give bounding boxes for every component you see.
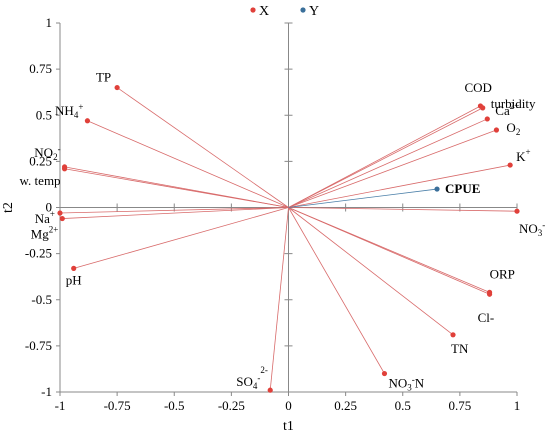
point-label: Cl- (478, 310, 495, 325)
loading-line (288, 107, 483, 208)
loading-line (73, 207, 289, 269)
loading-point (486, 291, 493, 297)
point-label: NO2- (34, 144, 60, 162)
loading-line (269, 207, 289, 391)
point-label: w. temp (20, 173, 61, 188)
x-tick-label: -0.25 (218, 398, 245, 413)
loading-point (84, 118, 91, 124)
x-axis-title: t1 (283, 419, 294, 434)
point-label: pH (66, 272, 82, 287)
y-tick-label: 0.75 (29, 61, 52, 76)
y-tick-label: 0.25 (29, 153, 52, 168)
loading-point (493, 127, 500, 133)
x-tick-label: 0 (285, 398, 292, 413)
loading-point (57, 210, 63, 216)
loading-line (87, 120, 289, 208)
point-label: CPUE (445, 181, 480, 196)
x-tick-label: 1 (514, 398, 521, 413)
loading-line (288, 118, 488, 208)
point-label: NH4+ (55, 102, 83, 120)
point-label: ORP (490, 266, 515, 281)
point-label: O2 (506, 120, 520, 137)
loading-point (71, 265, 77, 271)
point-label: Mg2+ (31, 225, 59, 242)
y-tick-label: -0.75 (25, 338, 52, 353)
legend-entry: Y (309, 4, 319, 19)
y-tick-label: -1 (41, 384, 52, 399)
loading-point (450, 332, 456, 338)
x-tick-label: 0.75 (449, 398, 472, 413)
loading-line (59, 207, 289, 214)
y-tick-label: 1 (46, 15, 53, 30)
loading-point (484, 116, 490, 122)
legend-marker (300, 7, 306, 13)
loading-point (480, 105, 486, 111)
point-label: turbidity (491, 96, 536, 111)
y-tick-label: 0 (46, 200, 53, 215)
x-tick-label: -0.75 (104, 398, 131, 413)
loading-lines (59, 87, 518, 391)
loading-point (114, 84, 120, 91)
loading-line (288, 207, 454, 336)
point-label: K+ (516, 147, 530, 164)
x-tick-label: 0.5 (395, 398, 411, 413)
y-axis-ticks: -1 -0.75 -0.5 -0.25 0 0.25 0.5 0.75 1 (25, 15, 293, 399)
point-label: COD (464, 80, 491, 95)
loading-points (57, 84, 520, 393)
loading-line (62, 207, 289, 219)
loading-point (267, 387, 273, 393)
loading-line (116, 87, 289, 208)
loading-point (507, 162, 513, 168)
point-label: SO4-2- (236, 365, 268, 391)
y-axis-title: t2 (1, 202, 16, 213)
x-tick-label: -1 (55, 398, 66, 413)
loading-point (434, 186, 440, 192)
y-tick-label: 0.5 (36, 107, 52, 122)
loading-line (288, 105, 481, 208)
point-label: NO3- (519, 220, 545, 238)
loading-point (381, 370, 388, 377)
loading-point (59, 215, 65, 222)
x-axis-ticks: -1 -0.75 -0.5 -0.25 0 0.25 0.5 0.75 1 (55, 203, 521, 413)
loading-line (288, 207, 385, 374)
x-tick-label: -0.5 (164, 398, 185, 413)
point-label: Na+ (35, 209, 55, 226)
loading-line (288, 188, 438, 208)
loading-line (64, 168, 289, 208)
loading-line (288, 164, 511, 208)
loading-line (288, 207, 490, 295)
point-label: NO3-N (388, 375, 424, 393)
loading-line (288, 129, 497, 208)
legend-entry: X (259, 4, 269, 19)
x-tick-label: 0.25 (334, 398, 357, 413)
point-label: TN (451, 341, 469, 356)
point-label: Ca2+ (495, 101, 519, 118)
loading-point (514, 208, 520, 214)
y-tick-label: -0.5 (31, 292, 52, 307)
loading-line (288, 207, 518, 212)
legend-marker (250, 7, 256, 13)
y-tick-label: -0.25 (25, 246, 52, 261)
point-label: TP (96, 70, 111, 85)
loading-point (61, 166, 68, 172)
point-labels: TP NH4+ NO2- w. temp Na+Mg2+ pH CODturbidityCa… (20, 70, 546, 393)
